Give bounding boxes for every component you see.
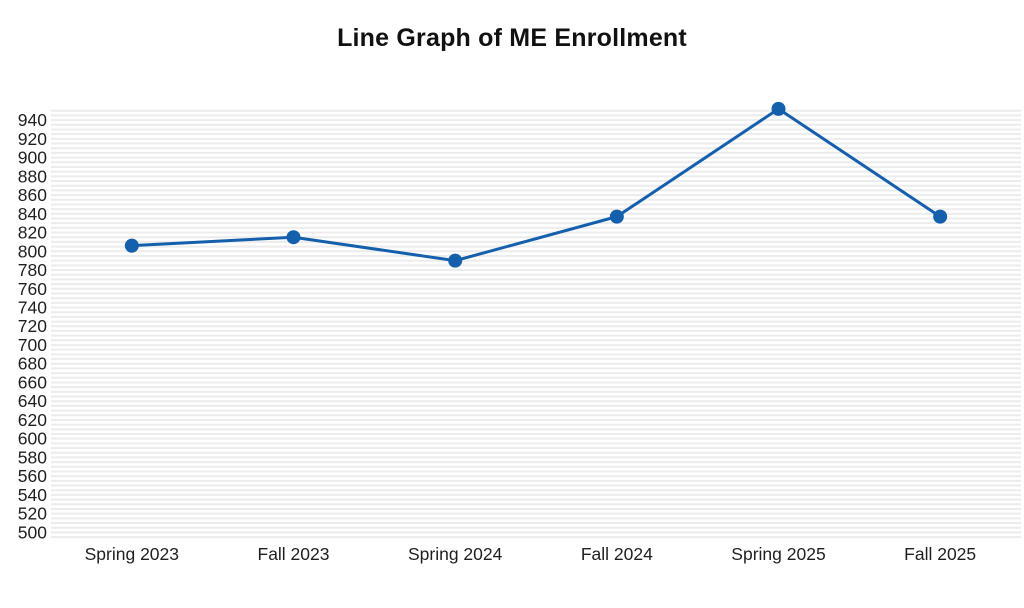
y-axis-tick-label: 680 [18,354,47,374]
y-axis-tick-label: 660 [18,372,47,392]
y-axis-tick-label: 740 [18,298,47,318]
y-axis-tick-label: 940 [18,110,47,130]
x-axis-tick-label: Spring 2023 [85,544,179,564]
data-point-marker [933,209,948,224]
enrollment-line [130,107,942,263]
data-point-marker [448,253,463,268]
x-axis-tick-label: Spring 2024 [408,544,503,564]
y-axis-tick-label: 800 [18,241,47,261]
y-axis-tick-label: 580 [18,447,47,467]
y-axis-tick-label: 640 [18,391,47,411]
data-point-marker [609,209,624,224]
y-axis-tick-label: 620 [18,410,47,430]
x-axis-tick-label: Fall 2024 [581,544,653,564]
y-axis-tick-label: 540 [18,485,47,505]
y-axis-tick-label: 560 [18,466,47,486]
chart-title: Line Graph of ME Enrollment [337,24,687,52]
y-axis-tick-label: 700 [18,335,47,355]
y-axis-tick-label: 600 [18,429,47,449]
y-axis-tick-label: 500 [18,522,47,542]
y-axis-tick-label: 520 [18,504,47,524]
x-axis-tick-label: Fall 2023 [258,544,330,564]
y-axis-tick-label: 780 [18,260,47,280]
x-axis-tick-label: Spring 2025 [731,544,825,564]
y-axis-tick-label: 820 [18,223,47,243]
data-point-marker [124,238,139,253]
y-axis-tick-label: 880 [18,166,47,186]
y-axis-tick-label: 900 [18,148,47,168]
data-point-marker [771,101,786,116]
y-axis-tick-label: 920 [18,129,47,149]
y-axis-tick-label: 860 [18,185,47,205]
data-point-marker [286,230,301,245]
y-axis-tick-label: 840 [18,204,47,224]
y-axis-tick-label: 720 [18,316,47,336]
y-axis-tick-label: 760 [18,279,47,299]
x-axis-tick-label: Fall 2025 [904,544,976,564]
